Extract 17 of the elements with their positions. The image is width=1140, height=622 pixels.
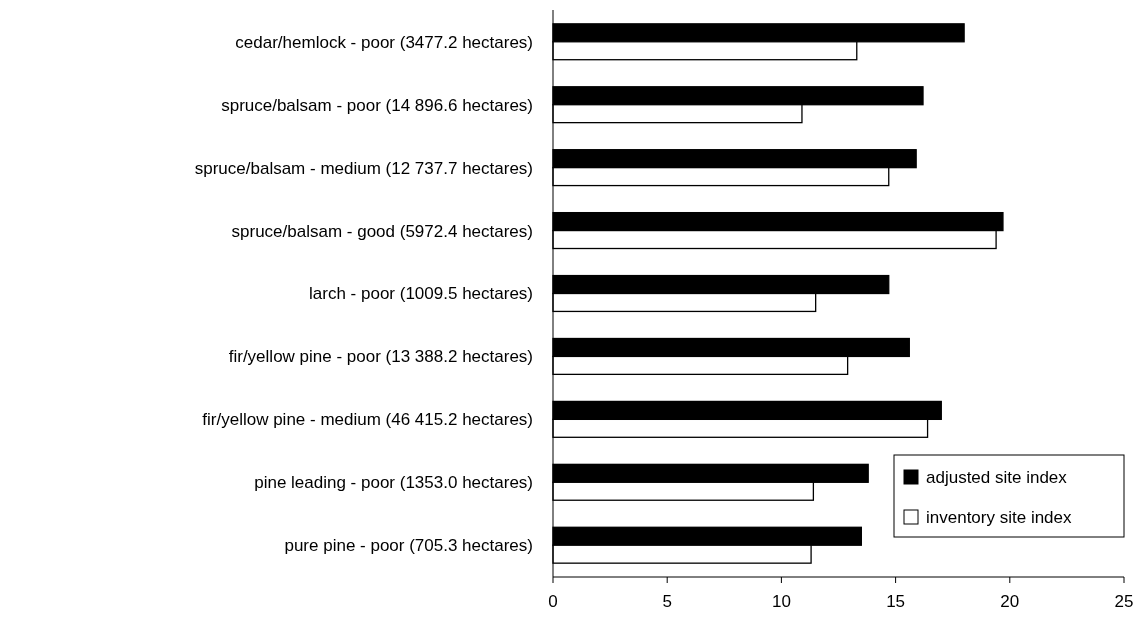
y-tick-label: fir/yellow pine - medium (46 415.2 hectares) xyxy=(202,410,533,430)
y-tick-label: spruce/balsam - poor (14 896.6 hectares) xyxy=(221,95,533,115)
y-tick-label: spruce/balsam - medium (12 737.7 hectares) xyxy=(194,158,533,178)
y-tick-label: pure pine - poor (705.3 hectares) xyxy=(284,536,533,556)
legend-label: adjusted site index xyxy=(926,467,1068,487)
x-tick-label: 0 xyxy=(548,592,558,611)
x-tick-label: 5 xyxy=(662,592,672,611)
x-tick-label: 15 xyxy=(886,592,906,611)
y-tick-label: fir/yellow pine - poor (13 388.2 hectares) xyxy=(228,347,533,367)
y-tick-label: pine leading - poor (1353.0 hectares) xyxy=(254,473,533,493)
x-tick-label: 10 xyxy=(771,592,791,611)
x-tick-label: 20 xyxy=(1000,592,1020,611)
legend-label: inventory site index xyxy=(926,507,1073,527)
y-tick-label: spruce/balsam - good (5972.4 hectares) xyxy=(231,221,533,241)
x-tick-label: 25 xyxy=(1114,592,1134,611)
y-tick-label: larch - poor (1009.5 hectares) xyxy=(309,284,533,304)
y-tick-label: cedar/hemlock - poor (3477.2 hectares) xyxy=(235,32,533,52)
